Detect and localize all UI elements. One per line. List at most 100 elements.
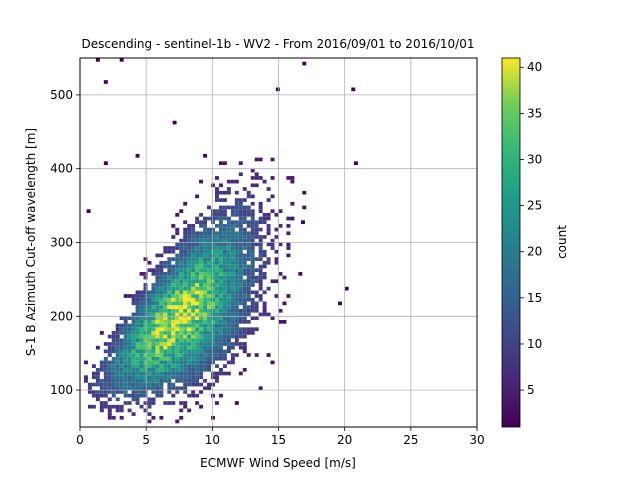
- heatmap-cell: [218, 235, 223, 239]
- heatmap-cell: [191, 334, 196, 339]
- heatmap-cell: [159, 286, 164, 291]
- heatmap-cell: [119, 345, 124, 350]
- heatmap-cell: [179, 323, 184, 328]
- heatmap-cell: [167, 308, 172, 313]
- heatmap-cell: [115, 386, 120, 391]
- heatmap-cell: [246, 212, 251, 217]
- heatmap-cell: [191, 364, 196, 368]
- heatmap-cell: [195, 216, 200, 221]
- heatmap-cell: [218, 371, 223, 376]
- heatmap-cell: [167, 301, 172, 306]
- heatmap-cell: [207, 246, 212, 250]
- heatmap-cell: [131, 301, 136, 306]
- heatmap-cell: [250, 246, 255, 250]
- heatmap-cell: [187, 342, 192, 346]
- heatmap-cell: [199, 338, 204, 343]
- heatmap-cell: [119, 379, 124, 383]
- heatmap-cell: [191, 246, 196, 250]
- heatmap-cell: [175, 342, 180, 346]
- heatmap-cell: [119, 390, 124, 394]
- heatmap-cell: [151, 375, 156, 380]
- heatmap-cell: [163, 338, 168, 343]
- heatmap-cell: [131, 319, 136, 324]
- heatmap-cell: [151, 401, 156, 405]
- heatmap-cell: [218, 334, 223, 339]
- heatmap-cell: [151, 334, 156, 339]
- heatmap-cell: [203, 279, 208, 284]
- heatmap-cell: [155, 342, 160, 346]
- heatmap-cell: [191, 283, 196, 287]
- heatmap-cell: [199, 294, 204, 298]
- heatmap-cell: [123, 323, 128, 328]
- heatmap-cell: [250, 253, 255, 258]
- heatmap-cell: [262, 216, 267, 221]
- heatmap-cell: [203, 260, 208, 265]
- heatmap-cell: [199, 390, 204, 394]
- heatmap-cell: [99, 331, 104, 335]
- heatmap-cell: [211, 297, 215, 302]
- heatmap-cell: [151, 345, 156, 350]
- heatmap-cell: [159, 294, 164, 298]
- heatmap-cell: [123, 386, 128, 391]
- heatmap-cell: [163, 323, 168, 328]
- heatmap-cell: [187, 283, 192, 287]
- heatmap-cell: [226, 338, 231, 343]
- heatmap-cell: [286, 176, 291, 180]
- heatmap-cell: [147, 323, 152, 328]
- heatmap-cell: [183, 316, 188, 320]
- heatmap-cell: [131, 342, 136, 346]
- heatmap-cell: [226, 279, 231, 284]
- heatmap-cell: [234, 238, 239, 243]
- heatmap-cell: [171, 323, 176, 328]
- heatmap-cell: [230, 319, 235, 324]
- heatmap-cell: [155, 286, 160, 291]
- heatmap-cell: [187, 319, 192, 324]
- heatmap-cell: [199, 327, 204, 332]
- heatmap-cell: [242, 253, 247, 258]
- heatmap-cell: [87, 390, 92, 394]
- heatmap-cell: [246, 253, 251, 258]
- heatmap-cell: [270, 194, 275, 199]
- heatmap-cell: [143, 364, 148, 368]
- heatmap-cell: [195, 401, 200, 405]
- heatmap-cell: [250, 227, 255, 232]
- heatmap-cell: [191, 375, 196, 380]
- heatmap-cell: [222, 279, 227, 284]
- heatmap-cell: [199, 331, 204, 335]
- heatmap-cell: [167, 334, 172, 339]
- heatmap-cell: [183, 253, 188, 258]
- heatmap-cell: [139, 360, 144, 365]
- heatmap-cell: [266, 242, 271, 247]
- heatmap-cell: [191, 367, 196, 372]
- heatmap-cell: [242, 312, 247, 317]
- heatmap-cell: [262, 275, 267, 280]
- heatmap-cell: [167, 386, 172, 391]
- heatmap-cell: [159, 371, 164, 376]
- heatmap-cell: [155, 279, 160, 284]
- heatmap-cell: [163, 316, 168, 320]
- heatmap-cell: [155, 382, 160, 387]
- heatmap-cell: [203, 367, 208, 372]
- heatmap-cell: [226, 264, 231, 269]
- heatmap-cell: [254, 157, 259, 162]
- heatmap-cell: [183, 275, 188, 280]
- heatmap-cell: [195, 379, 200, 383]
- heatmap-cell: [167, 342, 172, 346]
- heatmap-cell: [254, 353, 259, 357]
- heatmap-cell: [258, 238, 263, 243]
- heatmap-cell: [179, 342, 184, 346]
- heatmap-cell: [207, 257, 212, 261]
- heatmap-cell: [211, 319, 215, 324]
- heatmap-cell: [135, 342, 140, 346]
- heatmap-cell: [207, 283, 212, 287]
- heatmap-cell: [183, 297, 188, 302]
- heatmap-cell: [135, 390, 140, 394]
- heatmap-cell: [103, 161, 108, 166]
- heatmap-cell: [254, 275, 259, 280]
- heatmap-cell: [99, 367, 104, 372]
- heatmap-cell: [171, 257, 176, 261]
- heatmap-cell: [191, 331, 196, 335]
- heatmap-cell: [242, 349, 247, 354]
- heatmap-cell: [175, 231, 180, 236]
